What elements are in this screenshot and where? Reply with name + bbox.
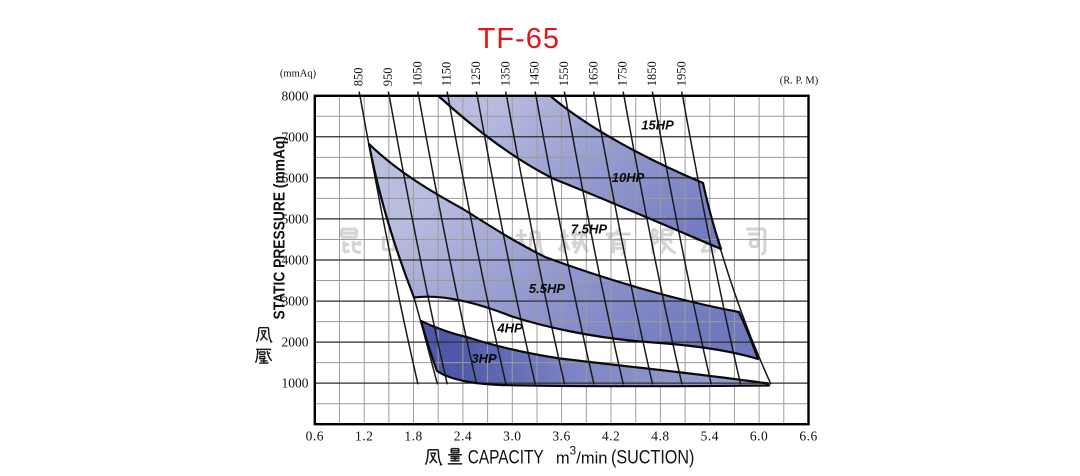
svg-text:6.6: 6.6 [799, 429, 817, 444]
svg-text:2.4: 2.4 [454, 429, 472, 444]
svg-text:1550: 1550 [557, 61, 571, 86]
svg-text:3.0: 3.0 [503, 429, 521, 444]
svg-text:5.4: 5.4 [701, 429, 719, 444]
svg-text:1.8: 1.8 [404, 429, 422, 444]
svg-text:(SUCTION): (SUCTION) [611, 448, 694, 469]
svg-text:1650: 1650 [586, 61, 600, 86]
svg-text:(mmAq): (mmAq) [280, 69, 317, 80]
svg-text:1150: 1150 [440, 62, 454, 87]
svg-text:2000: 2000 [282, 335, 309, 350]
svg-text:4.2: 4.2 [602, 429, 620, 444]
svg-text:1000: 1000 [282, 376, 309, 391]
svg-text:3.6: 3.6 [552, 429, 570, 444]
svg-text:4.8: 4.8 [651, 429, 669, 444]
svg-text:1.2: 1.2 [355, 429, 373, 444]
svg-text:3HP: 3HP [471, 351, 497, 366]
svg-text:1250: 1250 [469, 61, 483, 86]
svg-text:15HP: 15HP [641, 118, 674, 133]
svg-text:1850: 1850 [645, 61, 659, 86]
svg-text:4HP: 4HP [496, 321, 523, 336]
svg-text:7000: 7000 [282, 129, 309, 144]
svg-text:1450: 1450 [528, 61, 542, 86]
svg-text:TF-65: TF-65 [478, 23, 560, 55]
svg-text:CAPACITY: CAPACITY [468, 448, 544, 469]
svg-text:3000: 3000 [282, 294, 309, 309]
svg-text:5.5HP: 5.5HP [529, 281, 565, 296]
svg-text:1350: 1350 [498, 61, 512, 86]
svg-text:1750: 1750 [616, 61, 630, 86]
svg-text:/min: /min [576, 450, 607, 468]
svg-text:3: 3 [570, 444, 577, 458]
svg-text:10HP: 10HP [612, 170, 645, 185]
svg-text:850: 850 [352, 68, 366, 87]
svg-text:0.6: 0.6 [306, 429, 324, 444]
svg-text:5000: 5000 [282, 211, 309, 226]
svg-text:950: 950 [381, 68, 395, 87]
svg-text:6.0: 6.0 [750, 429, 768, 444]
svg-text:1050: 1050 [410, 61, 424, 86]
svg-text:7.5HP: 7.5HP [571, 222, 607, 237]
svg-text:8000: 8000 [282, 88, 309, 103]
svg-text:(R. P. M): (R. P. M) [780, 76, 819, 87]
svg-text:STATIC PRESSURE (mmAq): STATIC PRESSURE (mmAq) [272, 136, 289, 320]
svg-text:1950: 1950 [674, 61, 688, 86]
svg-text:6000: 6000 [282, 170, 309, 185]
svg-text:m: m [556, 450, 570, 468]
svg-text:4000: 4000 [282, 253, 309, 268]
